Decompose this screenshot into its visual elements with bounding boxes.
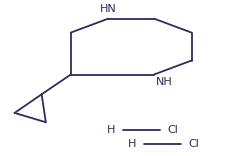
Text: Cl: Cl	[167, 125, 178, 135]
Text: H: H	[128, 139, 136, 149]
Text: NH: NH	[156, 77, 173, 87]
Text: HN: HN	[100, 4, 117, 15]
Text: H: H	[107, 125, 116, 135]
Text: Cl: Cl	[188, 139, 199, 149]
